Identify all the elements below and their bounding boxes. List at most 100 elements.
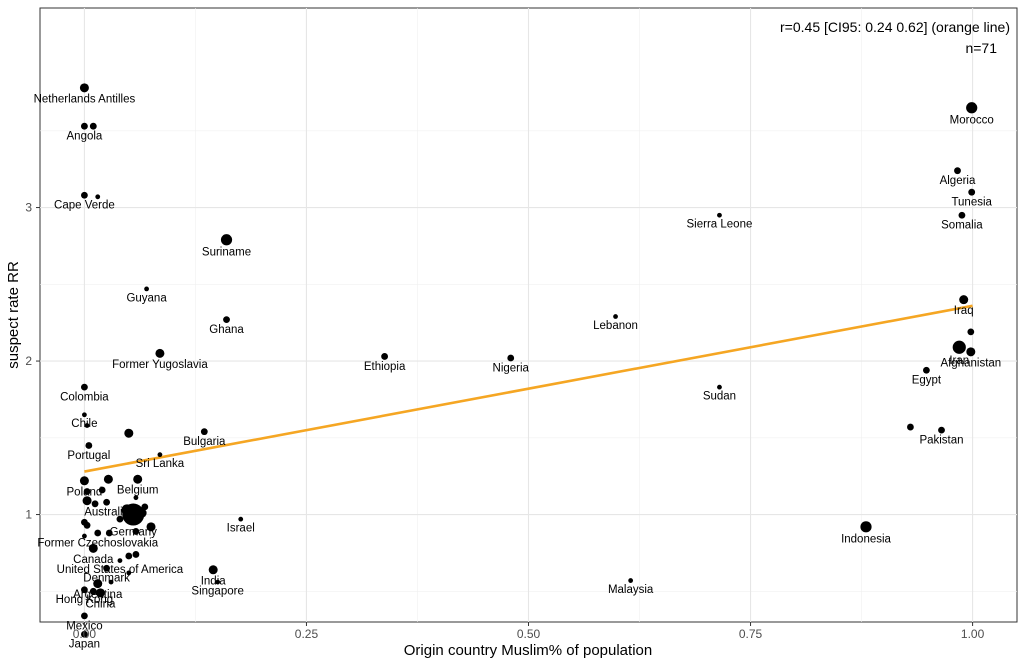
data-point <box>83 521 91 529</box>
data-point <box>82 496 92 506</box>
data-point <box>860 521 872 533</box>
point-label: Iran <box>949 355 969 367</box>
data-point <box>81 612 88 620</box>
point-label: Somalia <box>941 220 983 232</box>
data-point <box>89 587 97 595</box>
data-point <box>81 191 88 199</box>
data-point <box>103 498 111 506</box>
x-tick-label: 0.25 <box>295 627 319 641</box>
data-point <box>81 383 88 391</box>
fit-line <box>84 304 973 473</box>
data-point <box>91 500 99 508</box>
data-point <box>84 423 90 428</box>
data-point <box>966 347 976 357</box>
data-point <box>122 503 145 526</box>
data-point <box>117 558 123 563</box>
data-point <box>923 366 930 374</box>
data-point <box>507 354 515 362</box>
data-point <box>200 428 208 436</box>
data-point <box>83 488 91 495</box>
data-point <box>124 428 134 438</box>
point-label: Ethiopia <box>364 361 406 373</box>
point-label: Iraq <box>954 305 974 317</box>
data-point <box>958 211 966 219</box>
point-label: Canada <box>73 554 114 566</box>
data-point <box>103 564 111 572</box>
x-axis-label: Origin country Muslim% of population <box>404 642 652 659</box>
data-point <box>81 586 88 594</box>
y-tick-label: 2 <box>25 354 32 368</box>
data-point <box>220 234 233 246</box>
data-point <box>126 570 132 576</box>
point-label: Angola <box>67 131 103 143</box>
data-point <box>628 578 634 583</box>
point-label: Indonesia <box>841 533 891 545</box>
point-label: Portugal <box>67 450 110 462</box>
y-tick-label: 3 <box>25 201 32 215</box>
data-point <box>137 508 147 518</box>
data-point <box>116 515 124 523</box>
point-label: Pakistan <box>919 435 963 447</box>
point-label: Australia <box>84 507 129 519</box>
data-point <box>93 579 103 589</box>
data-point <box>85 442 93 449</box>
x-tick-label: 0.00 <box>73 627 97 641</box>
data-point <box>98 486 106 494</box>
point-label: Former Czechoslovakia <box>37 537 158 549</box>
data-point <box>133 495 139 501</box>
data-point <box>95 588 105 598</box>
point-label: Guyana <box>126 292 167 304</box>
point-label: Chile <box>71 418 97 430</box>
data-point <box>966 102 978 114</box>
data-point <box>717 384 722 390</box>
fit-line-group <box>84 304 973 473</box>
point-label: Mexico <box>66 620 102 632</box>
point-label: Sri Lanka <box>136 458 185 470</box>
point-label: Suriname <box>202 246 251 258</box>
point-label: Cape Verde <box>54 200 115 212</box>
point-label: Nigeria <box>493 362 530 374</box>
data-point <box>141 503 149 511</box>
data-point <box>954 167 961 175</box>
data-point <box>967 328 975 336</box>
data-point <box>79 476 89 486</box>
data-point <box>938 426 945 434</box>
data-point <box>157 452 163 458</box>
data-point <box>215 579 221 585</box>
data-point <box>132 551 140 558</box>
data-point <box>959 295 969 305</box>
data-point <box>133 474 143 484</box>
point-label: Singapore <box>191 585 243 597</box>
point-label: China <box>85 598 116 610</box>
point-label: Lebanon <box>593 320 638 332</box>
data-point <box>95 194 101 200</box>
data-point <box>144 286 149 292</box>
data-point <box>81 122 88 130</box>
points-group: Netherlands Antilles Angola Cape Verde Suri… <box>34 83 1001 651</box>
n-annotation: n=71 <box>965 40 997 56</box>
data-point <box>907 423 914 431</box>
data-point <box>146 522 156 532</box>
point-label: Afghanistan <box>940 357 1001 369</box>
data-point <box>208 565 218 575</box>
point-label: Sudan <box>703 391 736 403</box>
x-tick-label: 0.75 <box>739 627 763 641</box>
point-label: Japan <box>69 639 100 651</box>
data-point <box>968 188 976 196</box>
data-point <box>89 122 97 130</box>
y-tick-label: 1 <box>25 508 32 522</box>
point-label: Algeria <box>940 175 976 187</box>
data-point <box>238 516 244 522</box>
correlation-annotation: r=0.45 [CI95: 0.24 0.62] (orange line) <box>780 19 1010 35</box>
point-label: India <box>201 575 227 587</box>
data-point <box>952 340 966 354</box>
x-tick-label: 0.50 <box>517 627 541 641</box>
x-tick-label: 1.00 <box>961 627 985 641</box>
data-point <box>88 543 98 553</box>
point-label: Ghana <box>209 324 244 336</box>
point-label: Tunesia <box>951 197 992 209</box>
data-point <box>81 630 88 638</box>
gridlines <box>40 8 1017 622</box>
point-label: Denmark <box>83 573 130 585</box>
data-point <box>79 83 89 93</box>
